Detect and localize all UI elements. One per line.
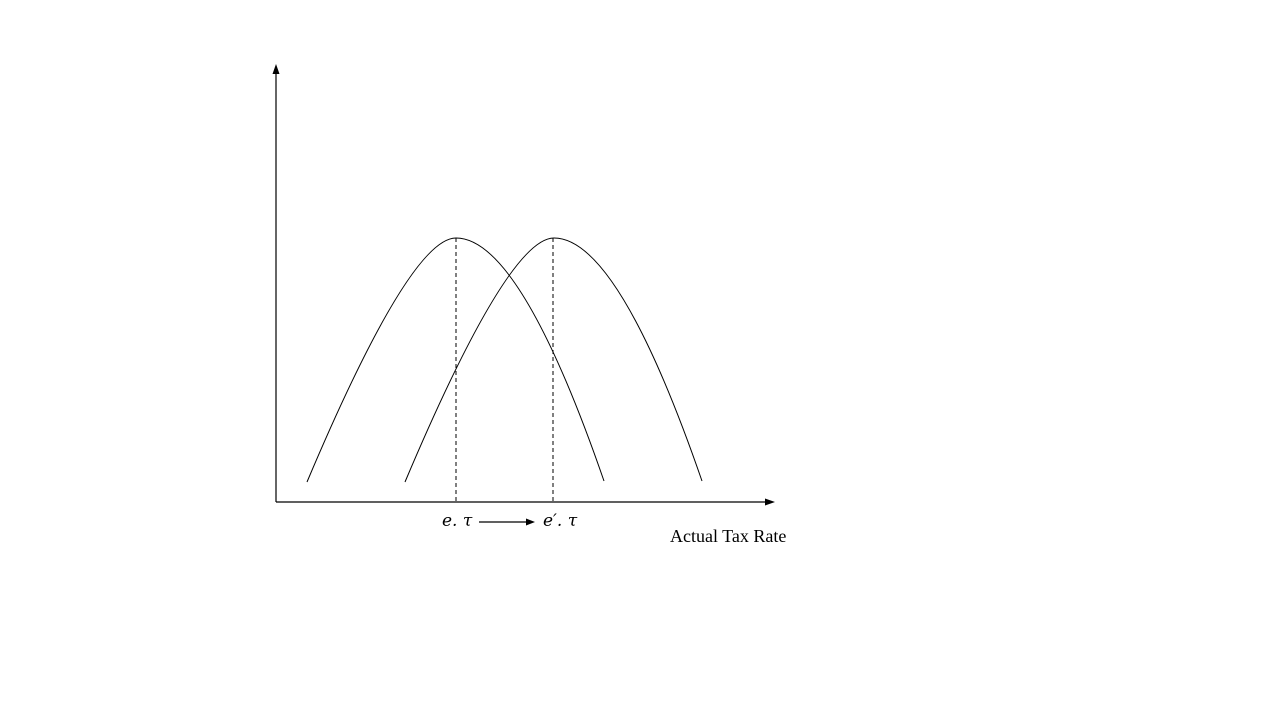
y-axis-arrowhead xyxy=(272,64,280,74)
left-peak-label: e. τ xyxy=(442,511,473,531)
x-axis-arrowhead xyxy=(765,498,775,506)
shift-arrowhead xyxy=(526,518,535,526)
right-peak-label: e′. τ xyxy=(543,511,578,531)
right-laffer-curve xyxy=(404,237,703,483)
x-axis-title: Actual Tax Rate xyxy=(670,526,786,546)
